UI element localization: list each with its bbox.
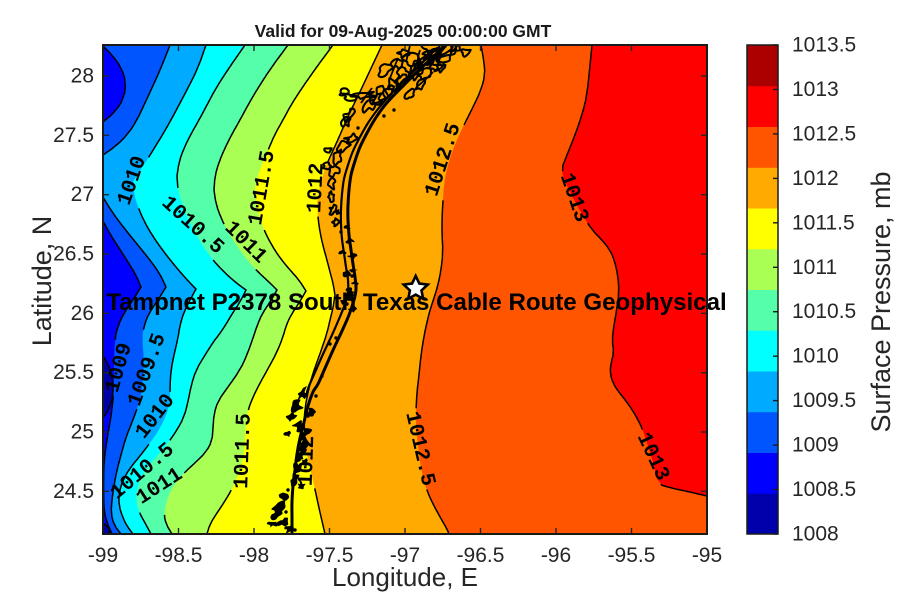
svg-text:1008: 1008	[792, 523, 839, 546]
svg-text:Latitude, N: Latitude, N	[27, 216, 57, 347]
svg-text:1011.5: 1011.5	[792, 211, 855, 234]
svg-text:1010: 1010	[792, 345, 839, 368]
svg-text:-95: -95	[692, 544, 722, 567]
svg-text:25.5: 25.5	[53, 361, 94, 384]
svg-text:Surface Pressure, mb: Surface Pressure, mb	[866, 171, 896, 432]
svg-text:24.5: 24.5	[53, 480, 94, 503]
svg-text:1013.5: 1013.5	[792, 34, 856, 57]
svg-text:1008.5: 1008.5	[792, 478, 856, 501]
svg-text:1009.5: 1009.5	[792, 389, 856, 412]
svg-text:1009: 1009	[792, 434, 839, 457]
svg-text:Tampnet P2378 South Texas Cabl: Tampnet P2378 South Texas Cable Route Ge…	[106, 289, 726, 316]
svg-text:27: 27	[71, 183, 94, 206]
svg-text:28: 28	[71, 65, 94, 88]
svg-text:-95.5: -95.5	[608, 544, 656, 567]
svg-text:-96.5: -96.5	[457, 544, 505, 567]
svg-text:26: 26	[71, 302, 94, 325]
svg-text:1013: 1013	[792, 78, 839, 101]
svg-text:1012.5: 1012.5	[792, 122, 856, 145]
svg-text:1011: 1011	[792, 256, 837, 279]
svg-text:27.5: 27.5	[53, 124, 94, 147]
svg-text:Valid for 09-Aug-2025 00:00:00: Valid for 09-Aug-2025 00:00:00 GMT	[255, 21, 552, 41]
svg-text:-97.5: -97.5	[306, 544, 354, 567]
svg-text:1012: 1012	[304, 162, 330, 214]
svg-text:1010.5: 1010.5	[792, 300, 856, 323]
svg-text:-98: -98	[239, 544, 269, 567]
svg-text:1012: 1012	[792, 167, 839, 190]
svg-text:26.5: 26.5	[53, 243, 94, 266]
svg-text:-96: -96	[541, 544, 571, 567]
svg-text:-97: -97	[390, 544, 420, 567]
svg-text:Longitude, E: Longitude, E	[332, 562, 478, 592]
svg-text:-99: -99	[88, 544, 118, 567]
svg-text:25: 25	[71, 421, 94, 444]
svg-text:1011.5: 1011.5	[231, 413, 257, 489]
svg-text:-98.5: -98.5	[155, 544, 203, 567]
svg-text:1012: 1012	[296, 435, 321, 486]
